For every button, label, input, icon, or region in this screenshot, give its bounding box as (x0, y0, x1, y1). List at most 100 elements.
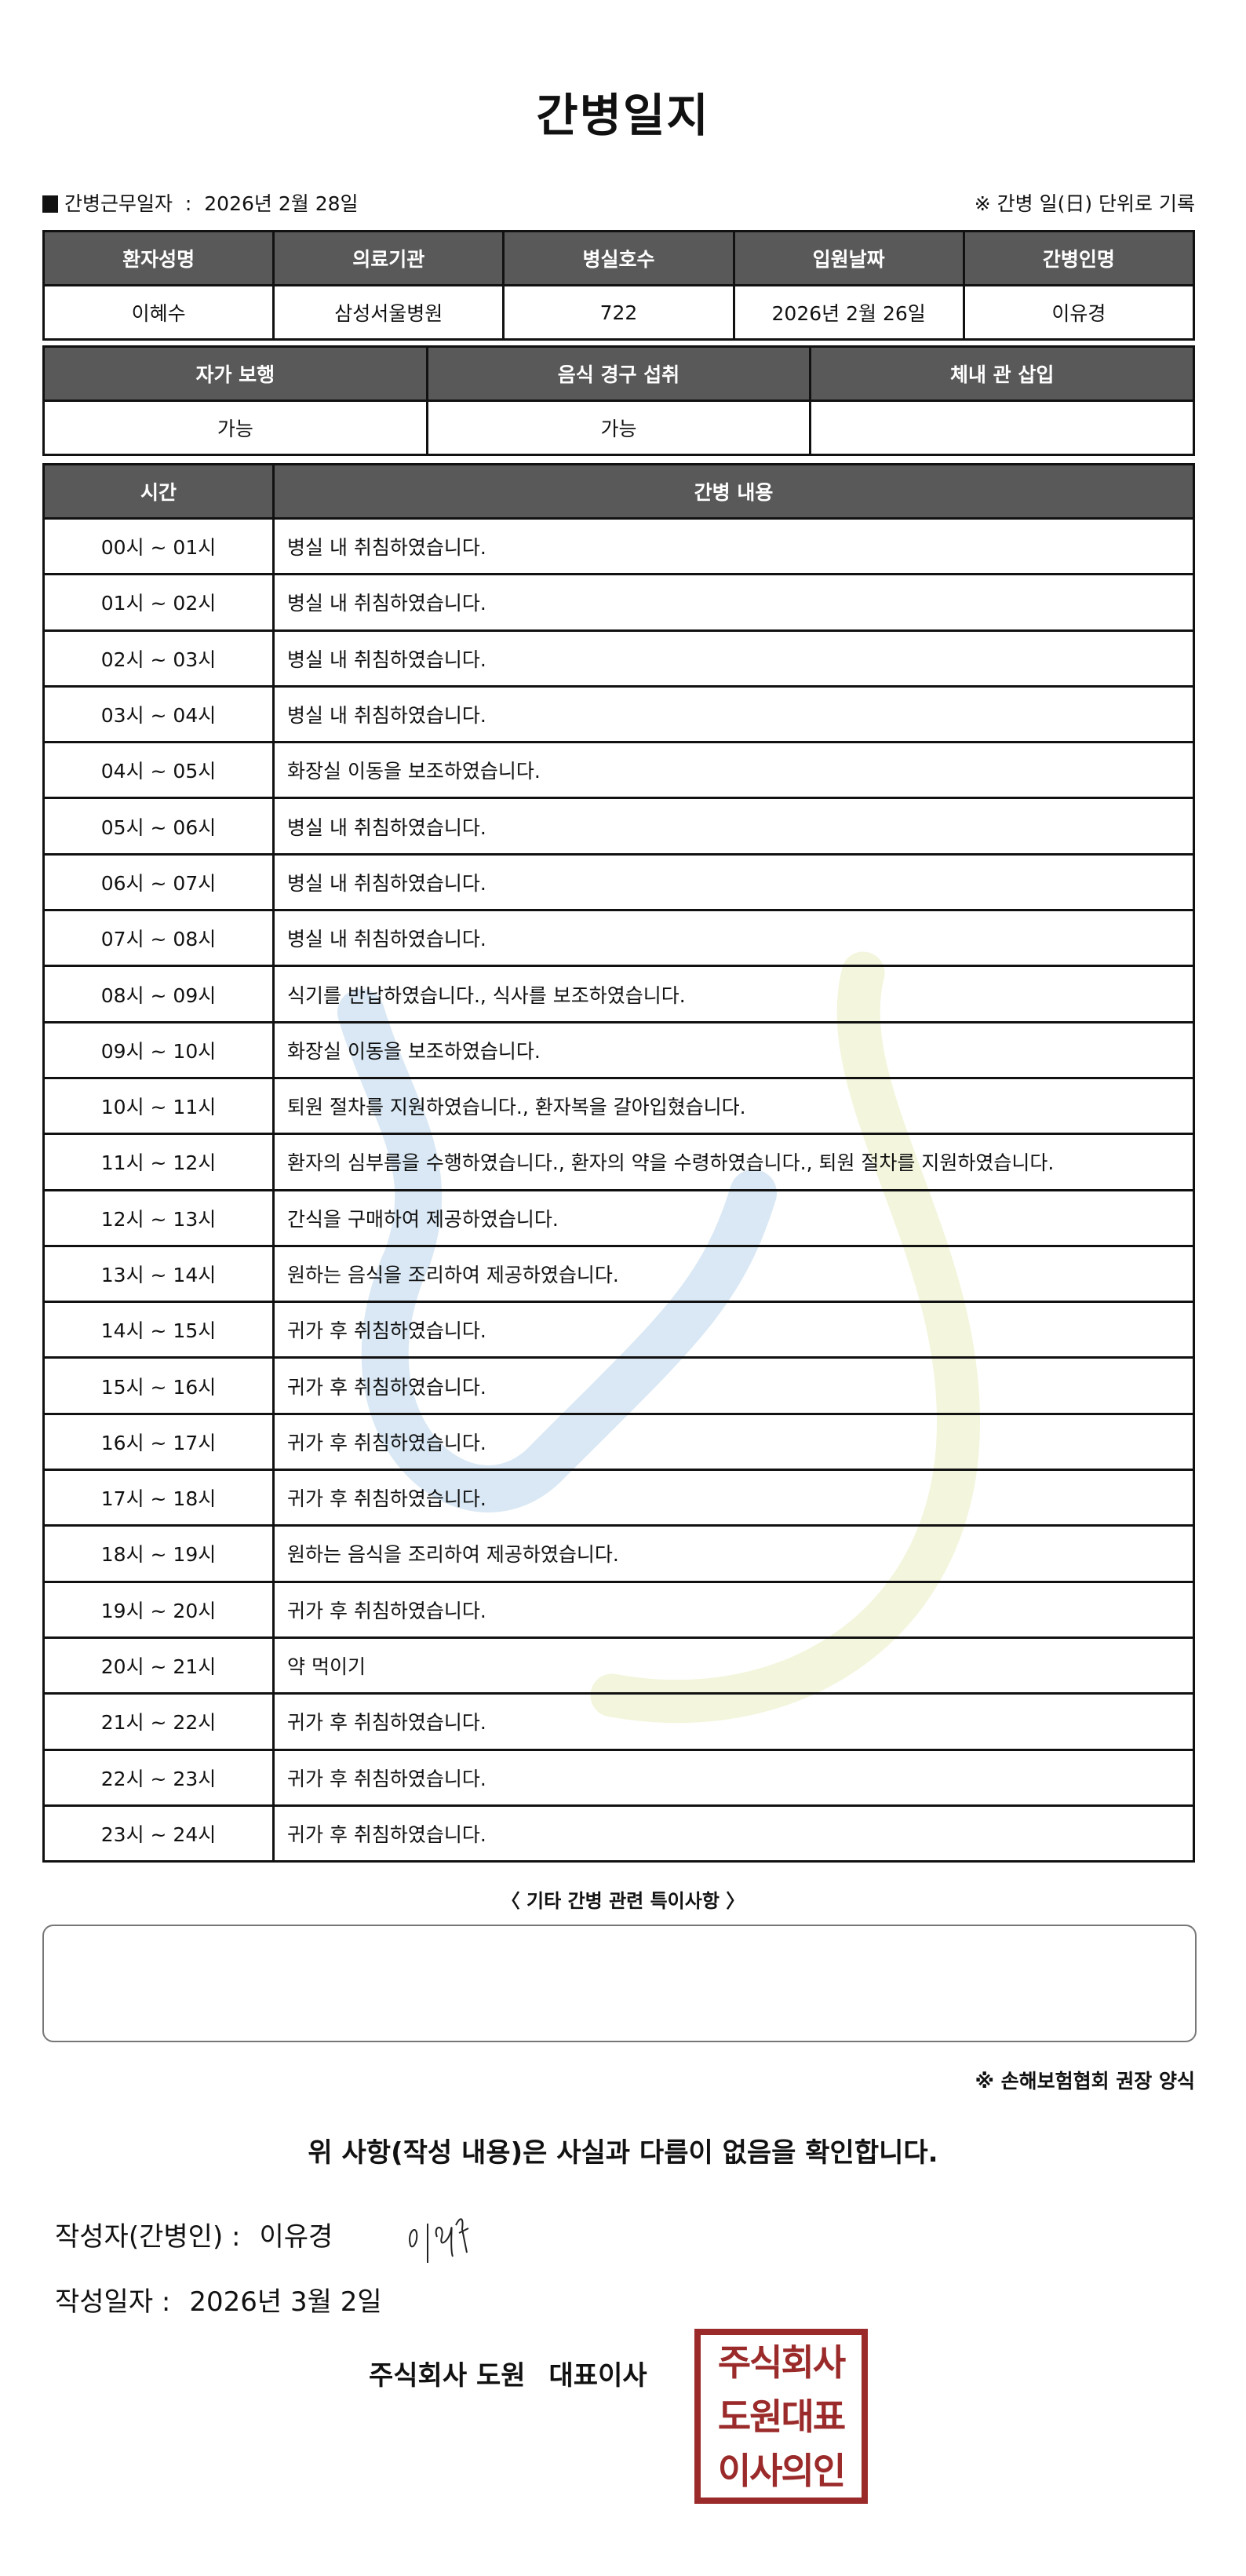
time-cell: 16시 ~ 17시 (42, 1412, 275, 1472)
care-content-cell: 병실 내 취침하였습니다. (272, 852, 1195, 912)
written-date-label: 작성일자 : (55, 2286, 171, 2318)
care-date-label: 간병근무일자 (64, 192, 173, 215)
care-content-cell: 환자의 심부름을 수행하였습니다., 환자의 약을 수령하였습니다., 퇴원 절… (272, 1133, 1195, 1191)
care-log-table: 시간 간병 내용 00시 ~ 01시 병실 내 취침하였습니다. 01시 ~ 02시… (42, 463, 1195, 1863)
time-cell: 15시 ~ 16시 (42, 1356, 275, 1415)
time-cell: 14시 ~ 15시 (42, 1301, 275, 1359)
stamp-row: 주식회사 (717, 2341, 846, 2384)
care-date-value: 2026년 2월 28일 (204, 192, 359, 215)
table-row: 06시 ~ 07시 병실 내 취침하였습니다. (42, 852, 1195, 912)
care-content-cell: 원하는 음식을 조리하여 제공하였습니다. (272, 1244, 1195, 1304)
table-row: 21시 ~ 22시 귀가 후 취침하였습니다. (42, 1692, 1195, 1751)
table-row: 20시 ~ 21시 약 먹이기 (42, 1636, 1195, 1695)
time-cell: 22시 ~ 23시 (42, 1748, 275, 1807)
care-content-cell: 간식을 구매하여 제공하였습니다. (272, 1188, 1195, 1247)
header-time: 시간 (42, 463, 275, 520)
time-cell: 04시 ~ 05시 (42, 741, 275, 800)
care-content-cell: 병실 내 취침하였습니다. (272, 797, 1195, 856)
unit-note: ※ 간병 일(日) 단위로 기록 (974, 192, 1195, 215)
time-cell: 13시 ~ 14시 (42, 1244, 275, 1304)
care-date-info: 간병근무일자 : 2026년 2월 28일 (42, 188, 359, 217)
table-row: 23시 ~ 24시 귀가 후 취침하였습니다. (42, 1804, 1195, 1863)
time-cell: 20시 ~ 21시 (42, 1636, 275, 1695)
care-content-cell: 퇴원 절차를 지원하였습니다., 환자복을 갈아입혔습니다. (272, 1076, 1195, 1136)
table-row: 02시 ~ 03시 병실 내 취침하였습니다. (42, 629, 1195, 688)
care-content-cell: 귀가 후 취침하였습니다. (272, 1748, 1195, 1807)
patient-name: 이혜수 (42, 284, 275, 341)
care-content-cell: 귀가 후 취침하였습니다. (272, 1301, 1195, 1359)
table-row: 12시 ~ 13시 간식을 구매하여 제공하였습니다. (42, 1188, 1195, 1247)
written-date-value: 2026년 3월 2일 (189, 2286, 382, 2318)
stamp-row: 이사의인 (717, 2449, 846, 2492)
table-row: 16시 ~ 17시 귀가 후 취침하였습니다. (42, 1412, 1195, 1472)
time-cell: 02시 ~ 03시 (42, 629, 275, 688)
square-bullet-icon (42, 195, 58, 213)
room-number: 722 (502, 284, 735, 341)
care-content-cell: 식기를 반납하였습니다., 식사를 보조하였습니다. (272, 965, 1195, 1023)
time-cell: 11시 ~ 12시 (42, 1133, 275, 1191)
table-row: 08시 ~ 09시 식기를 반납하였습니다., 식사를 보조하였습니다. (42, 965, 1195, 1023)
header-caregiver-name: 간병인명 (962, 230, 1196, 286)
care-content-cell: 귀가 후 취침하였습니다. (272, 1469, 1195, 1527)
company-representative: 대표이사 (548, 2360, 647, 2392)
writer-label: 작성자(간병인) : (55, 2221, 241, 2253)
time-cell: 18시 ~ 19시 (42, 1524, 275, 1583)
time-cell: 07시 ~ 08시 (42, 909, 275, 968)
table-row: 09시 ~ 10시 화장실 이동을 보조하였습니다. (42, 1020, 1195, 1079)
table-row: 15시 ~ 16시 귀가 후 취침하였습니다. (42, 1356, 1195, 1415)
time-cell: 17시 ~ 18시 (42, 1469, 275, 1527)
care-content-cell: 병실 내 취침하였습니다. (272, 909, 1195, 968)
table-row: 00시 ~ 01시 병실 내 취침하였습니다. (42, 516, 1195, 576)
time-cell: 08시 ~ 09시 (42, 965, 275, 1023)
table-row: 22시 ~ 23시 귀가 후 취침하였습니다. (42, 1748, 1195, 1807)
table-row: 07시 ~ 08시 병실 내 취침하였습니다. (42, 909, 1195, 968)
care-content-cell: 약 먹이기 (272, 1636, 1195, 1695)
patient-table: 환자성명 의료기관 병실호수 입원날짜 간병인명 이혜수 삼성서울병원 722 … (42, 230, 1196, 341)
table-row: 01시 ~ 02시 병실 내 취침하였습니다. (42, 573, 1195, 632)
signature-image (409, 2218, 469, 2263)
time-cell: 23시 ~ 24시 (42, 1804, 275, 1863)
time-cell: 06시 ~ 07시 (42, 852, 275, 912)
company-line: 주식회사 도원 대표이사 (369, 2354, 647, 2392)
table-row: 04시 ~ 05시 화장실 이동을 보조하였습니다. (42, 741, 1195, 800)
page-title: 간병일지 (536, 89, 710, 142)
care-content-cell: 화장실 이동을 보조하였습니다. (272, 741, 1195, 800)
table-row: 03시 ~ 04시 병실 내 취침하였습니다. (42, 684, 1195, 744)
care-content-cell: 병실 내 취침하였습니다. (272, 516, 1195, 576)
header-self-walking: 자가 보행 (42, 345, 428, 402)
written-date-line: 작성일자 : 2026년 3월 2일 (55, 2280, 382, 2319)
header-patient-name: 환자성명 (42, 230, 275, 286)
header-tube-insertion: 체내 관 삽입 (809, 345, 1195, 402)
care-content-cell: 귀가 후 취침하였습니다. (272, 1692, 1195, 1751)
table-row: 19시 ~ 20시 귀가 후 취침하였습니다. (42, 1580, 1195, 1639)
writer-name: 이유경 (259, 2221, 333, 2253)
time-cell: 03시 ~ 04시 (42, 684, 275, 744)
status-table: 자가 보행 음식 경구 섭취 체내 관 삽입 가능 가능 (42, 345, 1195, 456)
time-cell: 09시 ~ 10시 (42, 1020, 275, 1079)
table-row: 18시 ~ 19시 원하는 음식을 조리하여 제공하였습니다. (42, 1524, 1195, 1583)
header-admission-date: 입원날짜 (732, 230, 965, 286)
confirmation-statement: 위 사항(작성 내용)은 사실과 다름이 없음을 확인합니다. (308, 2137, 938, 2169)
time-cell: 05시 ~ 06시 (42, 797, 275, 856)
separator: : (184, 192, 192, 215)
table-row: 13시 ~ 14시 원하는 음식을 조리하여 제공하였습니다. (42, 1244, 1195, 1304)
special-notes-box (42, 1925, 1197, 2042)
admission-date: 2026년 2월 26일 (732, 284, 965, 341)
care-content-cell: 병실 내 취침하였습니다. (272, 684, 1195, 744)
time-cell: 21시 ~ 22시 (42, 1692, 275, 1751)
care-content-cell: 귀가 후 취침하였습니다. (272, 1580, 1195, 1639)
writer-line: 작성자(간병인) : 이유경 (55, 2215, 333, 2253)
time-cell: 01시 ~ 02시 (42, 573, 275, 632)
time-cell: 10시 ~ 11시 (42, 1076, 275, 1136)
table-row: 17시 ~ 18시 귀가 후 취침하였습니다. (42, 1469, 1195, 1527)
company-name: 주식회사 도원 (369, 2360, 526, 2392)
hospital: 삼성서울병원 (272, 284, 505, 341)
stamp-row: 도원대표 (717, 2395, 846, 2438)
table-row: 14시 ~ 15시 귀가 후 취침하였습니다. (42, 1301, 1195, 1359)
care-content-cell: 병실 내 취침하였습니다. (272, 629, 1195, 688)
header-room: 병실호수 (502, 230, 735, 286)
company-seal-stamp: 주식회사 도원대표 이사의인 (694, 2329, 868, 2504)
tube-insertion (809, 400, 1195, 456)
caregiver-name: 이유경 (962, 284, 1196, 341)
header-oral-intake: 음식 경구 섭취 (425, 345, 812, 402)
